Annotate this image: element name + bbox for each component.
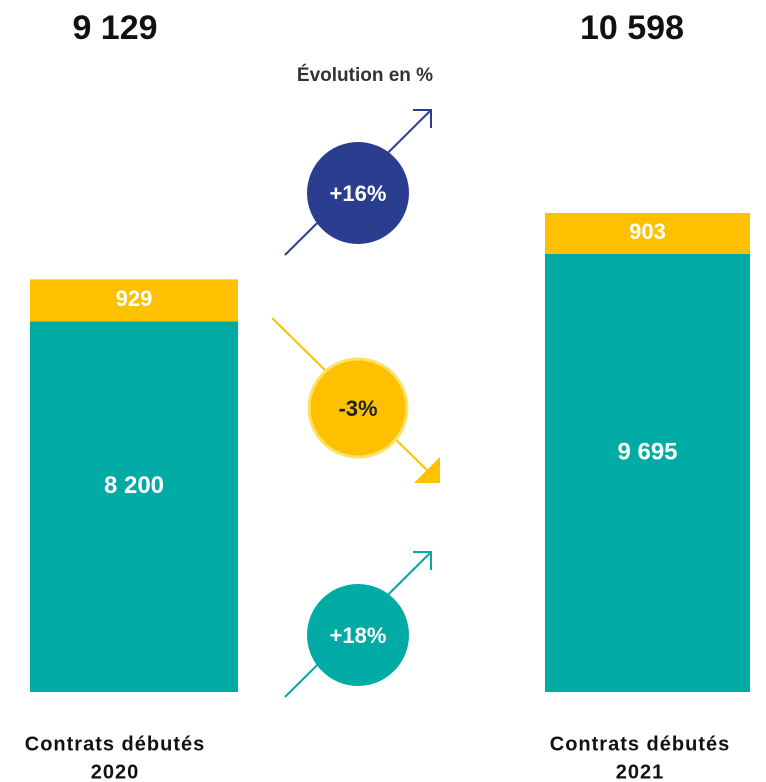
total-label: 9 129 bbox=[72, 9, 157, 47]
bar-segment bbox=[30, 321, 238, 692]
category-label: 2021 bbox=[616, 761, 665, 782]
category-label: Contrats débutés bbox=[550, 733, 730, 755]
arrow-head bbox=[413, 551, 432, 570]
value-label: 9 695 bbox=[617, 438, 677, 465]
evolution-circle bbox=[307, 357, 409, 459]
value-label: 8 200 bbox=[104, 472, 164, 499]
value-label: 903 bbox=[629, 219, 666, 244]
category-label: 2020 bbox=[91, 761, 140, 782]
bar-segment bbox=[545, 253, 750, 692]
bar-segment bbox=[545, 213, 750, 254]
evolution-circle bbox=[307, 142, 409, 244]
arrow-head bbox=[414, 457, 440, 483]
evolution-label: -3% bbox=[338, 396, 377, 421]
bar-segment bbox=[30, 279, 238, 322]
evolution-label: +18% bbox=[330, 623, 387, 648]
arrow-head bbox=[413, 109, 432, 128]
value-label: 929 bbox=[116, 286, 153, 311]
total-label: 10 598 bbox=[580, 9, 684, 47]
evolution-label: +16% bbox=[330, 181, 387, 206]
category-label: Contrats débutés bbox=[25, 733, 205, 755]
evolution-title: Évolution en % bbox=[297, 64, 433, 86]
evolution-circle bbox=[307, 584, 409, 686]
